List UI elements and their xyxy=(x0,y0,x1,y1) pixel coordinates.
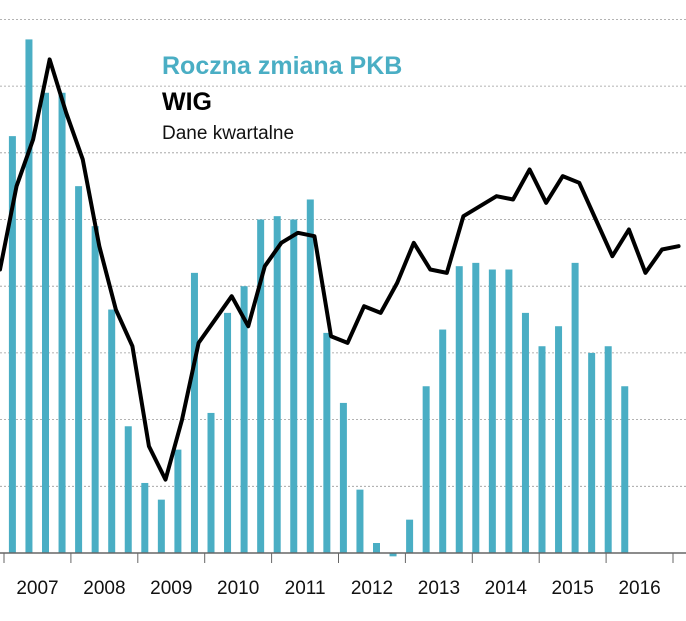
x-axis: 2007 2008 2009 2010 2011 2012 2013 2014 2015 2016 xyxy=(0,552,686,599)
x-tick-label: 2013 xyxy=(418,578,460,599)
gdp-bar xyxy=(8,136,16,554)
gdp-bar xyxy=(224,312,232,553)
gdp-bar xyxy=(257,219,265,553)
gdp-bar xyxy=(621,386,629,553)
gdp-bar xyxy=(124,426,132,553)
x-tick-label: 2009 xyxy=(150,578,192,599)
gdp-bar xyxy=(42,92,49,554)
gdp-bar xyxy=(505,269,513,553)
gdp-bars xyxy=(8,39,629,557)
gdp-bar xyxy=(406,519,414,553)
gdp-bar xyxy=(571,262,579,553)
gdp-bar xyxy=(555,326,563,553)
gdp-bar xyxy=(157,499,165,553)
wig-series-line xyxy=(0,57,681,482)
gdp-bar xyxy=(588,352,596,553)
gdp-bar xyxy=(521,312,529,553)
x-tick-label: 2007 xyxy=(16,578,58,599)
gdp-bar xyxy=(306,199,314,554)
gdp-bar xyxy=(91,226,99,554)
x-tick-label: 2010 xyxy=(217,578,259,599)
gdp-bar xyxy=(240,286,248,553)
x-tick-label: 2014 xyxy=(485,578,528,599)
gdp-bar xyxy=(422,386,430,553)
x-tick-label: 2008 xyxy=(83,578,125,599)
gdp-bar xyxy=(290,219,298,553)
gdp-bar xyxy=(538,346,546,553)
gdp-bar xyxy=(323,332,331,553)
gdp-bar xyxy=(439,329,447,553)
gdp-bar xyxy=(373,543,380,553)
gdp-bar xyxy=(25,39,33,554)
gdp-bar xyxy=(58,92,66,554)
x-tick-label: 2016 xyxy=(618,578,660,599)
gdp-bar xyxy=(141,482,149,553)
wig-line xyxy=(0,57,681,482)
gdp-bar xyxy=(207,412,215,553)
gdp-bar xyxy=(488,269,496,553)
legend-note: Dane kwartalne xyxy=(162,123,294,144)
gdp-bar xyxy=(604,346,612,553)
x-tick-label: 2012 xyxy=(351,578,393,599)
gdp-bar xyxy=(108,309,116,553)
x-tick-label: 2011 xyxy=(285,578,326,599)
gdp-bar xyxy=(190,272,198,553)
gdp-bar xyxy=(75,186,83,553)
gdp-bar xyxy=(356,489,364,553)
legend-wig-label: WIG xyxy=(162,88,212,116)
legend: Roczna zmiana PKB WIG Dane kwartalne xyxy=(162,52,402,144)
gdp-bar xyxy=(455,266,463,553)
x-tick-label: 2015 xyxy=(552,578,594,599)
gdp-bar xyxy=(174,449,182,553)
gdp-bar xyxy=(339,402,347,553)
gdp-bar xyxy=(389,553,397,557)
gdp-bar xyxy=(273,216,281,554)
gdp-bar xyxy=(472,262,480,553)
legend-gdp-label: Roczna zmiana PKB xyxy=(162,52,402,80)
